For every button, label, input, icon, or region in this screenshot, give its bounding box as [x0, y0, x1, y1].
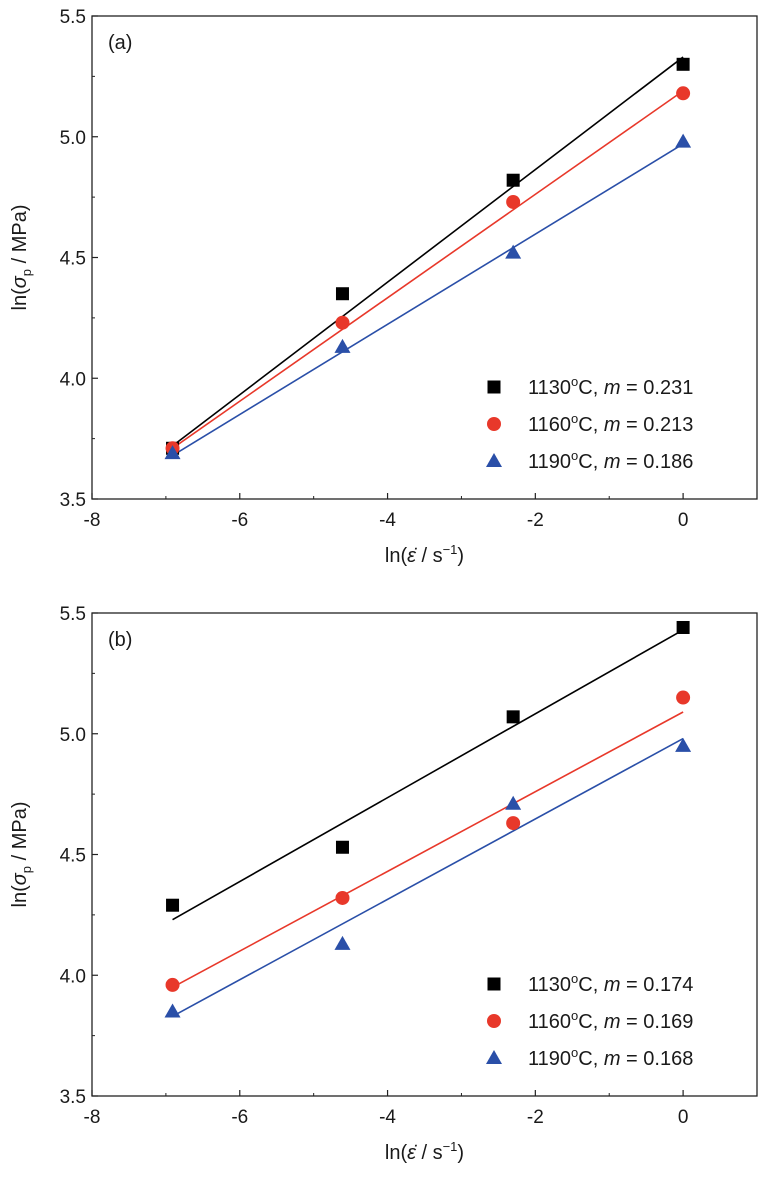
data-point-1160: [506, 194, 521, 209]
legend: 1130oC, m = 0.174 1160oC, m = 0.169 1190oC…: [486, 971, 693, 1070]
x-tick-label: -4: [379, 1107, 396, 1128]
y-tick-label: 4.0: [60, 369, 86, 390]
legend-marker-1130: [487, 977, 501, 991]
legend-marker-1130: [487, 380, 501, 394]
fit-line-1130: [172, 629, 684, 921]
y-tick-label: 5.5: [60, 604, 86, 625]
data-point-1130: [335, 840, 349, 854]
data-point-1190: [164, 445, 181, 460]
legend-label: 1160oC, m = 0.169: [528, 1008, 693, 1033]
data-point-1160: [676, 690, 691, 705]
data-point-1160: [506, 816, 521, 831]
y-tick-label: 5.0: [60, 725, 86, 746]
y-tick-label: 3.5: [60, 490, 86, 511]
fit-line-1190: [172, 737, 684, 1018]
legend-label: 1130oC, m = 0.174: [528, 971, 693, 996]
data-point-1160: [676, 86, 691, 101]
legend-label: 1130oC, m = 0.231: [528, 374, 693, 399]
panel-label: (b): [108, 629, 132, 651]
chart-panel-b: -8 -6 -4 -2 0 3.5 4.0 4.5 5.0 5.5 (b) 1130oC, m = 0…: [9, 604, 758, 1164]
y-axis-label: ln(σp / MPa): [9, 205, 34, 311]
data-point-1190: [505, 795, 522, 810]
legend-label: 1160oC, m = 0.213: [528, 411, 693, 436]
panel-label: (a): [108, 32, 132, 54]
data-point-1190: [334, 338, 351, 353]
x-tick-label: -2: [527, 510, 544, 531]
legend-label: 1190oC, m = 0.168: [528, 1045, 693, 1070]
data-point-1190: [334, 935, 351, 950]
data-point-1130: [166, 898, 180, 912]
legend: 1130oC, m = 0.231 1160oC, m = 0.213 1190oC…: [486, 374, 693, 473]
x-tick-label: -8: [84, 1107, 101, 1128]
y-axis-label: ln(σp / MPa): [9, 802, 34, 908]
legend-marker-1190: [486, 453, 502, 467]
x-tick-label: -2: [527, 1107, 544, 1128]
data-point-1190: [675, 737, 692, 752]
legend-marker-1190: [486, 1050, 502, 1064]
fit-line-1130: [172, 56, 684, 447]
x-tick-label: 0: [678, 1107, 689, 1128]
x-tick-label: -4: [379, 510, 396, 531]
data-point-1130: [506, 173, 520, 187]
fit-line-1190: [172, 143, 684, 457]
x-tick-label: -6: [231, 510, 248, 531]
data-point-1130: [335, 287, 349, 301]
x-axis-label: ln(ε̇ / s−1): [385, 1139, 464, 1164]
data-point-1130: [676, 57, 690, 71]
data-point-1160: [335, 315, 350, 330]
y-tick-label: 5.5: [60, 7, 86, 28]
data-point-1130: [506, 710, 520, 724]
x-tick-label: -6: [231, 1107, 248, 1128]
legend-marker-1160: [487, 417, 501, 431]
data-point-1160: [335, 890, 350, 905]
data-point-1190: [675, 133, 692, 148]
y-tick-label: 4.5: [60, 249, 86, 270]
fit-line-1160: [172, 711, 684, 989]
y-tick-label: 4.5: [60, 846, 86, 867]
x-axis-label: ln(ε̇ / s−1): [385, 542, 464, 567]
data-point-1190: [164, 1003, 181, 1018]
fit-line-1160: [172, 90, 684, 449]
data-point-1130: [676, 620, 690, 634]
y-tick-label: 3.5: [60, 1087, 86, 1108]
y-tick-label: 4.0: [60, 966, 86, 987]
x-tick-label: -8: [84, 510, 101, 531]
legend-label: 1190oC, m = 0.186: [528, 448, 693, 473]
y-tick-label: 5.0: [60, 128, 86, 149]
x-tick-label: 0: [678, 510, 689, 531]
data-point-1160: [165, 977, 180, 992]
chart-panel-a: -8 -6 -4 -2 0 3.5 4.0 4.5 5.0 5.5 (a) 1130oC, m = 0…: [9, 7, 758, 567]
data-point-1190: [505, 244, 522, 259]
legend-marker-1160: [487, 1014, 501, 1028]
